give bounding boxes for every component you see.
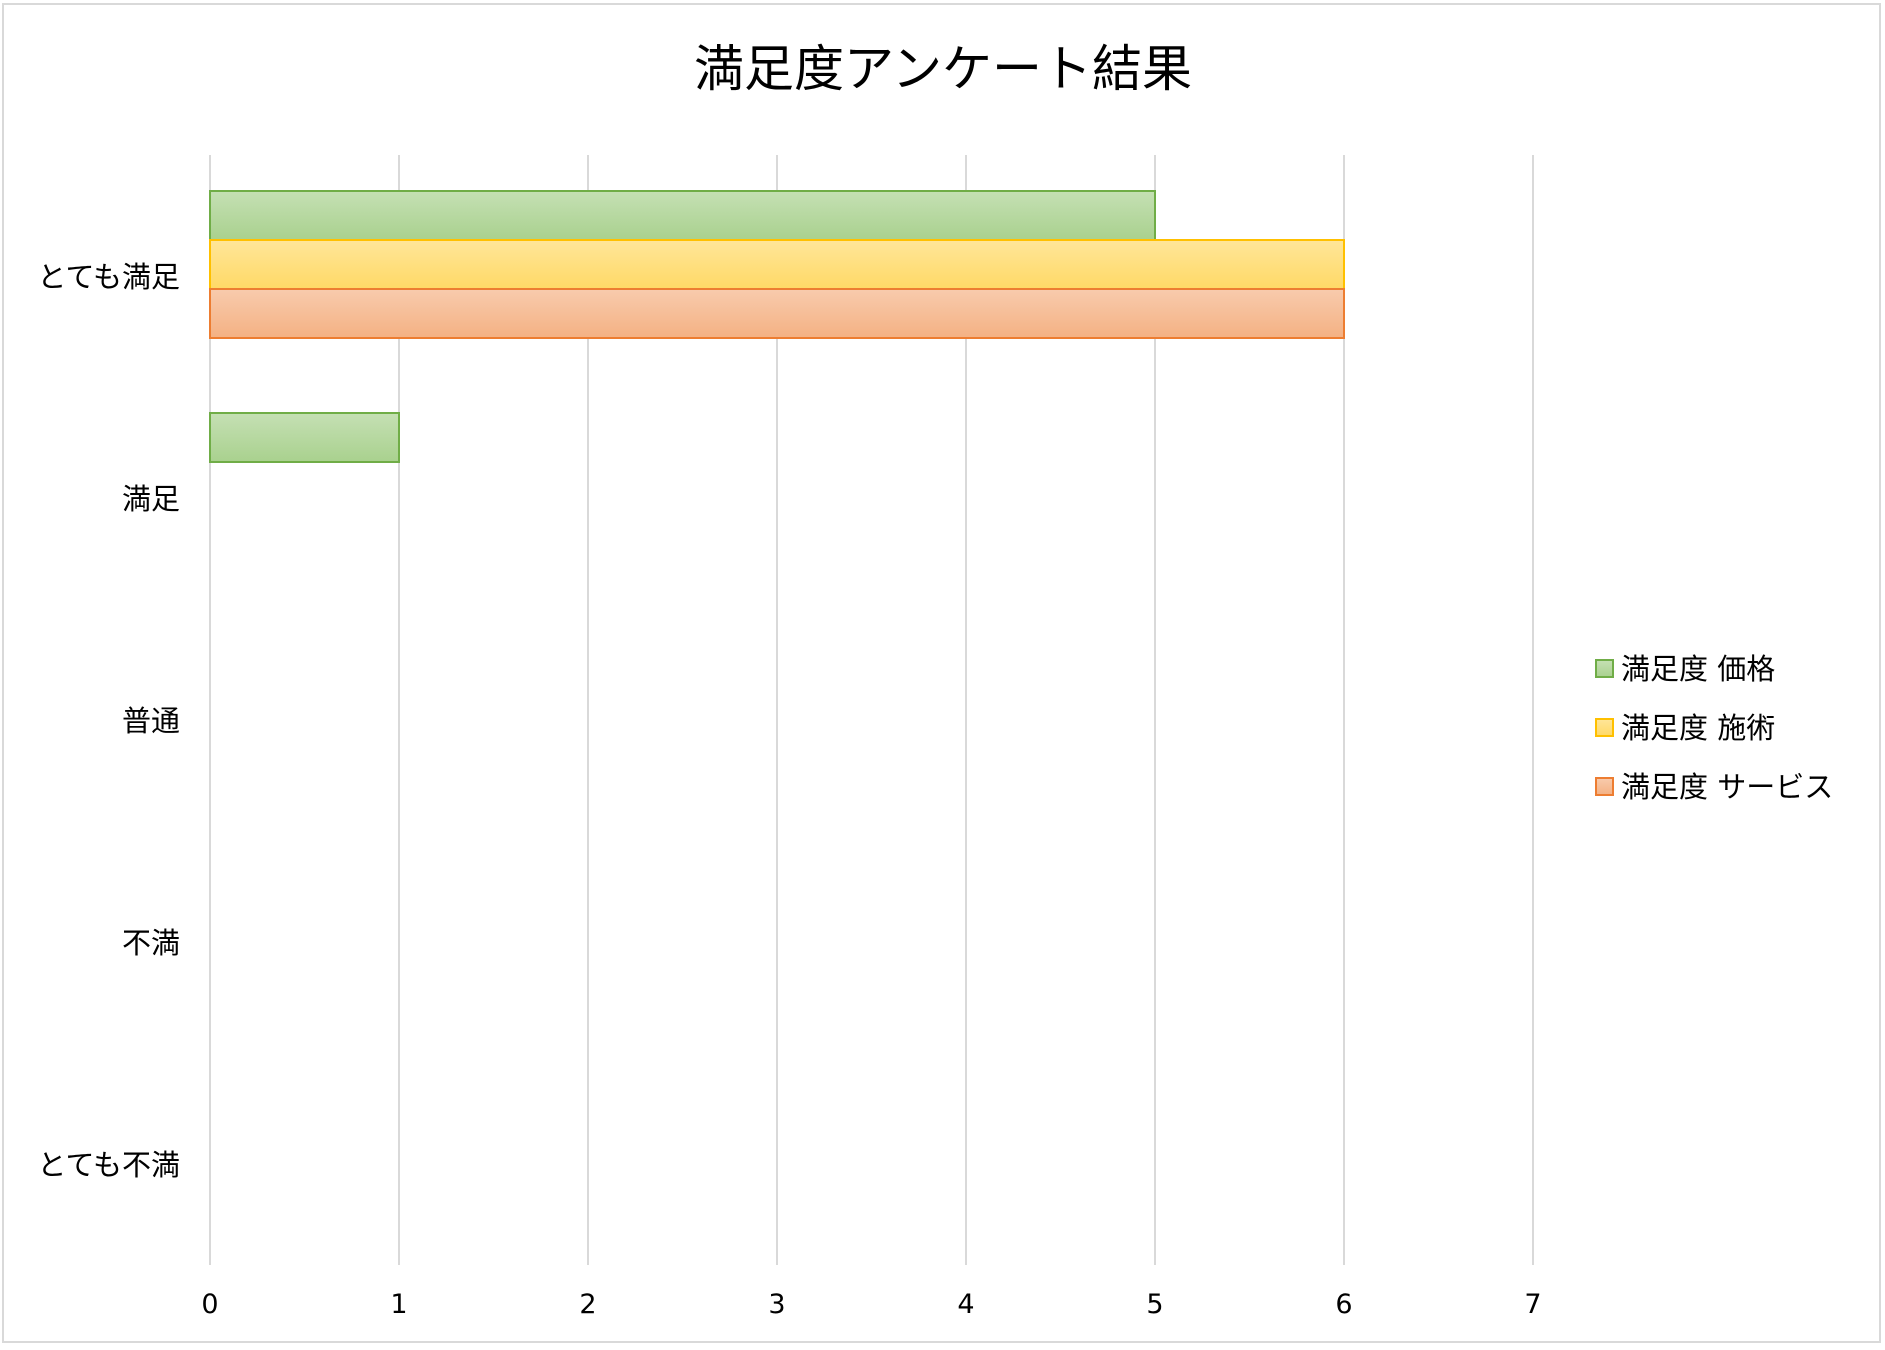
legend-swatch	[1595, 777, 1614, 796]
bar	[209, 190, 1156, 241]
x-tick-label: 3	[768, 1289, 785, 1320]
legend-label: 満足度 施術	[1621, 711, 1775, 745]
bar	[209, 412, 400, 463]
legend-label: 満足度 サービス	[1621, 770, 1833, 804]
x-tick-label: 1	[390, 1289, 407, 1320]
bar	[209, 239, 1345, 290]
gridlines	[209, 155, 1534, 1265]
y-category-label: 満足	[122, 482, 180, 516]
legend-swatch	[1595, 718, 1614, 737]
y-category-label: とても不満	[37, 1148, 180, 1182]
legend-swatch	[1595, 659, 1614, 678]
x-tick-label: 7	[1524, 1289, 1541, 1320]
x-tick-label: 4	[957, 1289, 974, 1320]
x-tick-label: 0	[201, 1289, 218, 1320]
bar	[209, 288, 1345, 339]
y-category-label: とても満足	[37, 260, 180, 294]
x-tick-labels: 0 1 2 3 4 5 6 7	[201, 1289, 1541, 1320]
x-tick-label: 2	[579, 1289, 596, 1320]
bars	[209, 190, 1345, 463]
legend-label: 満足度 価格	[1621, 652, 1775, 686]
chart-title: 満足度アンケート結果	[694, 40, 1192, 98]
y-category-label: 普通	[122, 704, 180, 738]
x-tick-label: 6	[1335, 1289, 1352, 1320]
y-category-label: 不満	[122, 926, 180, 960]
x-tick-label: 5	[1146, 1289, 1163, 1320]
